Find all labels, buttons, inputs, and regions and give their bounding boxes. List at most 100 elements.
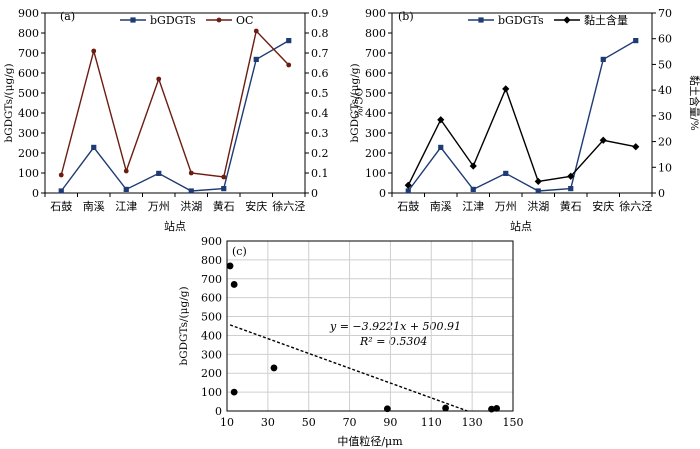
panel-b-legend-clay-label: 黏土含量 <box>584 13 628 27</box>
panel-a-y-tick-label: 400 <box>18 107 39 120</box>
panel-a-oc-point <box>156 76 162 82</box>
panel-a-oc-point <box>123 168 129 174</box>
panel-a-y2-axis-title: OC/% <box>352 88 364 118</box>
panel-a-y2-tick-label: 0.6 <box>311 67 329 80</box>
panel-a-bgdgts-point <box>188 188 194 194</box>
panel-b-y-tick-label: 400 <box>365 107 386 120</box>
panel-b-y-tick-label: 200 <box>365 147 386 160</box>
panel-b-y-tick-label: 600 <box>365 67 386 80</box>
panel-a-y-tick-label: 300 <box>18 127 39 140</box>
panel-a-y-tick-label: 800 <box>18 27 39 40</box>
panel-c-data-point <box>226 262 234 270</box>
panel-c-data-point <box>493 404 501 412</box>
panel-b-y2-tick-label: 70 <box>658 7 672 20</box>
panel-b-bgdgts-point <box>405 188 411 194</box>
panel-c-x-tick-label: 130 <box>462 416 483 429</box>
panel-a-oc-point <box>286 62 292 68</box>
panel-c-x-tick-label: 110 <box>421 416 442 429</box>
panel-a-oc-point <box>188 170 194 176</box>
panel-a-y2-tick-label: 0.8 <box>311 27 329 40</box>
panel-a-x-tick-label: 黄石 <box>213 199 235 213</box>
panel-a-oc-point <box>253 28 259 34</box>
panel-b-legend-bgdgts-marker <box>478 17 484 23</box>
panel-a-y2-tick-label: 0.3 <box>311 127 329 140</box>
panel-c-y-tick-label: 600 <box>201 292 222 305</box>
panel-a-legend-oc-marker <box>216 17 222 23</box>
panel-b-bgdgts-point <box>633 38 639 44</box>
panel-a-legend-bgdgts-marker <box>130 17 136 23</box>
panel-a-legend-bgdgts-label: bGDGTs <box>150 14 196 27</box>
panel-b-y-axis-title: bGDGTs/(μg/g) <box>349 63 361 142</box>
panel-a-oc-point <box>221 174 227 180</box>
panel-b-y-tick-label: 700 <box>365 47 386 60</box>
panel-c-data-point <box>230 281 238 288</box>
panel-c-x-tick-label: 50 <box>302 416 316 429</box>
panel-c: (c) bGDGTs/(μg/g) 中值粒径/μm y = −3.9221x +… <box>178 235 524 448</box>
panel-b-bgdgts-line <box>407 39 637 192</box>
panel-b-y2-tick-label: 50 <box>658 58 672 71</box>
panel-c-y-tick-label: 700 <box>201 273 222 286</box>
panel-b-x-tick-label: 黄石 <box>560 199 582 213</box>
panel-c-data-point <box>230 388 238 396</box>
panel-b: (b) bGDGTs/(μg/g) 黏土含量/% 站点 010020030040… <box>349 7 700 233</box>
panel-a-y2-tick-label: 0 <box>311 187 318 200</box>
panel-c-y-tick-label: 200 <box>201 367 222 380</box>
panel-b-plot-frame <box>391 12 653 194</box>
panel-b-y-tick-label: 300 <box>365 127 386 140</box>
panel-a-bgdgts-point <box>221 186 227 192</box>
panel-c-x-tick-label: 70 <box>343 416 357 429</box>
panel-b-bgdgts-point <box>503 170 509 176</box>
panel-b-y2-axis-title: 黏土含量/% <box>688 75 700 131</box>
panel-b-y2-tick-label: 10 <box>658 161 672 174</box>
panel-c-x-tick-label: 10 <box>220 416 234 429</box>
panel-c-data-point <box>488 405 495 413</box>
panel-a-x-axis-title: 站点 <box>164 219 186 233</box>
trendline-r-squared: R² = 0.5304 <box>359 335 427 348</box>
trendline-equation: y = −3.9221x + 500.91 <box>329 320 461 333</box>
panel-a-y-axis-title: bGDGTs/(μg/g) <box>3 63 15 142</box>
panel-b-x-tick-label: 徐六泾 <box>619 199 652 213</box>
panel-b-y2-tick-label: 0 <box>658 187 665 200</box>
panel-a-bgdgts-point <box>91 144 97 150</box>
panel-b-x-tick-label: 安庆 <box>592 199 614 213</box>
panel-a-y-tick-label: 200 <box>18 147 39 160</box>
panel-a-x-tick-label: 石鼓 <box>50 199 72 213</box>
panel-a-y2-tick-label: 0.5 <box>311 87 329 100</box>
panel-a-bgdgts-point <box>156 170 162 176</box>
panel-c-y-tick-label: 900 <box>201 235 222 248</box>
panel-b-y2-tick-label: 30 <box>658 110 672 123</box>
panel-b-clay-point <box>567 172 575 180</box>
panel-a-oc-line <box>60 29 290 178</box>
panel-a-bgdgts-point <box>58 188 64 194</box>
panel-a-oc-point <box>91 48 97 54</box>
panel-b-y-tick-label: 500 <box>365 87 386 100</box>
panel-b-x-tick-label: 南溪 <box>430 200 452 213</box>
panel-a-x-tick-label: 安庆 <box>245 199 267 213</box>
panel-a-y-tick-label: 700 <box>18 47 39 60</box>
panel-b-clay-point <box>502 85 510 93</box>
panel-b-clay-point <box>534 177 542 186</box>
panel-a-y2-tick-label: 0.2 <box>311 147 329 160</box>
panel-a-x-tick-label: 江津 <box>115 200 137 213</box>
panel-b-clay-point <box>437 116 445 124</box>
panel-c-y-tick-label: 100 <box>201 386 222 399</box>
panel-c-data-point <box>442 404 449 412</box>
panel-a-y-tick-label: 500 <box>18 87 39 100</box>
panel-a-y-tick-label: 100 <box>18 167 39 180</box>
panel-b-legend-clay-marker <box>563 16 571 24</box>
panel-a-label: (a) <box>60 10 75 23</box>
panel-a-x-tick-label: 洪湖 <box>180 199 202 213</box>
panel-c-y-tick-label: 500 <box>201 311 222 324</box>
panel-c-y-axis-title: bGDGTs/(μg/g) <box>178 286 190 365</box>
panel-b-clay-point <box>469 162 477 170</box>
panel-a-bgdgts-line <box>60 39 290 192</box>
panel-c-data-point <box>383 405 391 413</box>
panel-a-y-tick-label: 900 <box>18 7 39 20</box>
panel-b-label: (b) <box>398 10 414 23</box>
panel-b-y2-tick-label: 40 <box>658 84 672 97</box>
panel-c-y-tick-label: 800 <box>201 254 222 267</box>
panel-b-bgdgts-point <box>470 186 476 192</box>
panel-b-clay-point <box>404 181 412 189</box>
panel-a-bgdgts-point <box>286 38 292 44</box>
